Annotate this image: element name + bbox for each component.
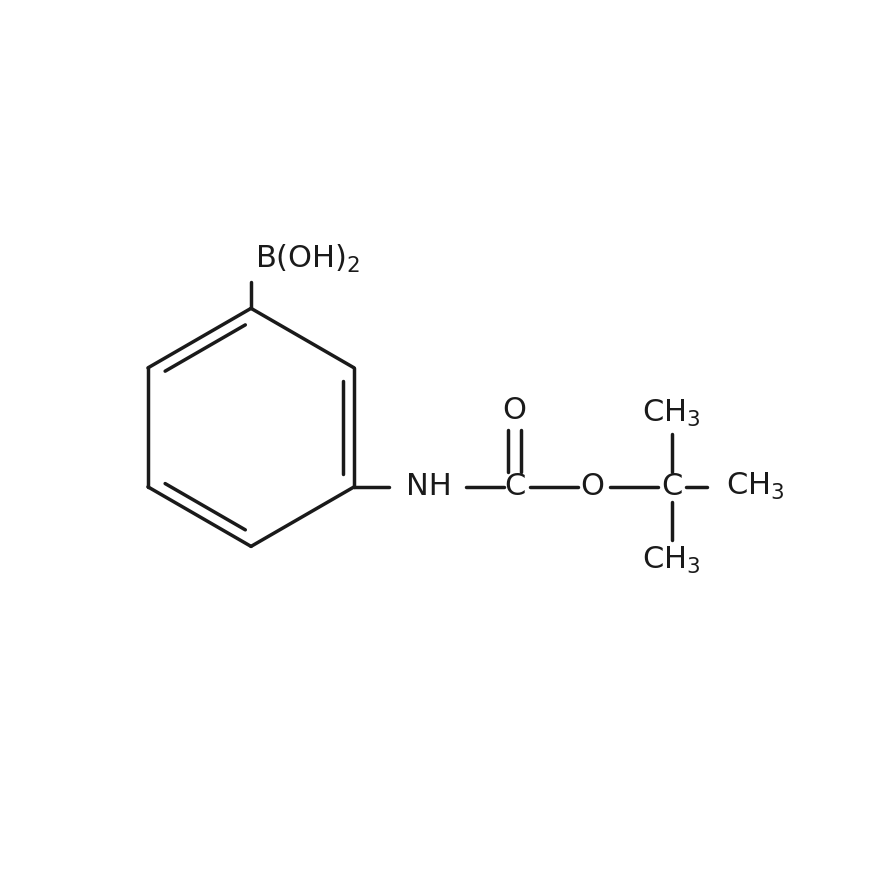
Text: B(OH)$_2$: B(OH)$_2$: [255, 243, 361, 275]
Text: CH$_3$: CH$_3$: [726, 472, 784, 503]
Text: O: O: [580, 473, 604, 501]
Text: O: O: [503, 396, 527, 425]
Text: CH$_3$: CH$_3$: [643, 545, 700, 576]
Text: C: C: [504, 473, 525, 501]
Text: CH$_3$: CH$_3$: [643, 398, 700, 429]
Text: C: C: [660, 473, 683, 501]
Text: NH: NH: [406, 473, 452, 501]
